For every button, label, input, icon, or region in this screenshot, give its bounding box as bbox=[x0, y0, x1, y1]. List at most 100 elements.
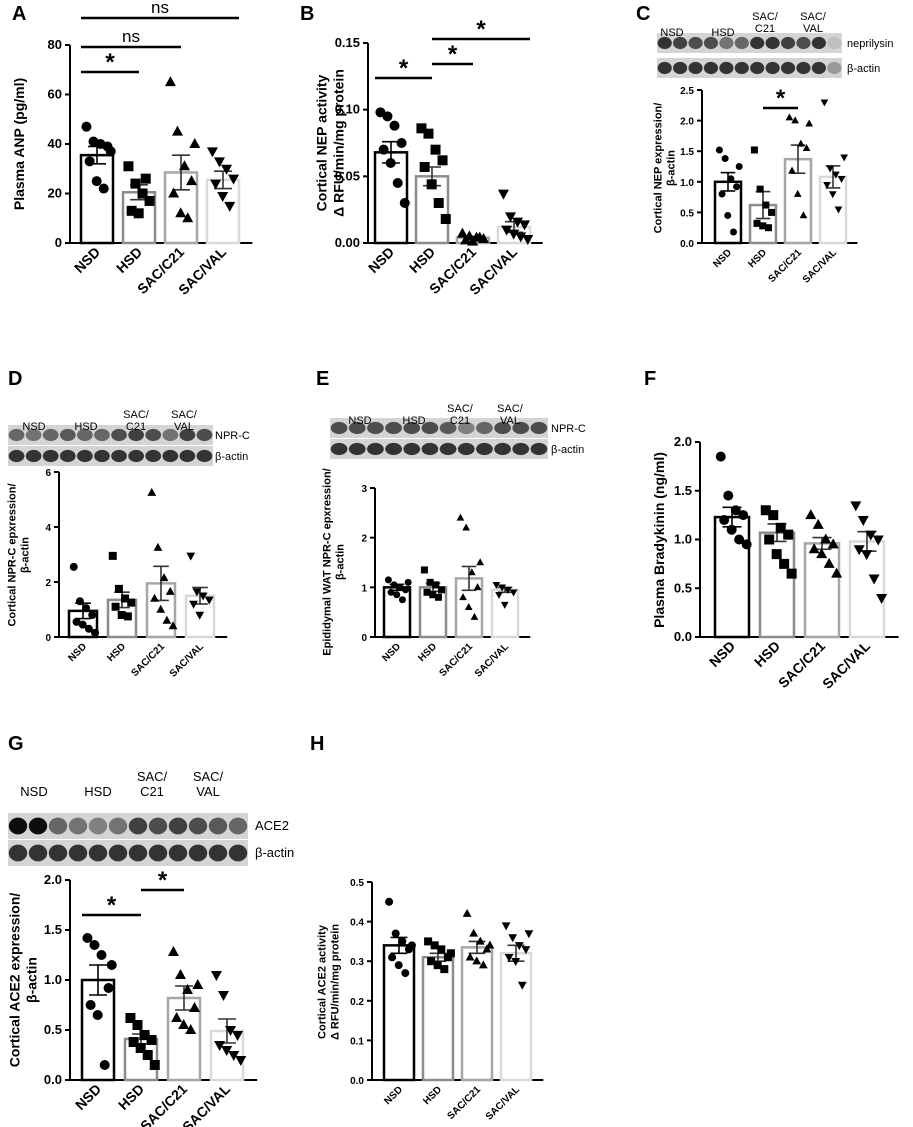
blot-header: C21 bbox=[140, 784, 164, 799]
blot-strip bbox=[657, 58, 842, 78]
data-point bbox=[802, 143, 811, 151]
significance-ns: ns bbox=[151, 0, 169, 17]
y-tick-label: 0.15 bbox=[335, 35, 360, 50]
data-point bbox=[812, 518, 824, 529]
blot-band bbox=[8, 844, 28, 862]
blot-header: NSD bbox=[22, 421, 45, 433]
data-point bbox=[723, 490, 734, 501]
data-point bbox=[733, 183, 741, 191]
data-point bbox=[175, 207, 187, 218]
blot-band bbox=[168, 844, 188, 862]
data-point bbox=[221, 1046, 233, 1056]
blot-strip bbox=[657, 33, 842, 53]
data-point bbox=[775, 522, 786, 533]
data-point bbox=[398, 596, 406, 604]
data-point bbox=[715, 451, 726, 462]
data-point bbox=[423, 128, 434, 139]
blot-band bbox=[108, 844, 128, 862]
data-point bbox=[768, 208, 776, 216]
data-point bbox=[121, 594, 130, 603]
y-tick-label: 0.5 bbox=[350, 878, 364, 889]
panel-letter-a: A bbox=[12, 3, 26, 25]
data-point bbox=[127, 598, 136, 607]
blot-label: ACE2 bbox=[255, 818, 289, 833]
y-axis-label: Cortical NEP expression/β-actin bbox=[653, 103, 678, 234]
data-point bbox=[805, 509, 817, 520]
y-tick-label: 2.0 bbox=[44, 872, 62, 887]
data-point bbox=[123, 161, 134, 172]
blot-header: NSD bbox=[660, 27, 683, 39]
data-point bbox=[519, 220, 531, 231]
data-point bbox=[392, 178, 403, 188]
data-point bbox=[485, 940, 495, 949]
data-point bbox=[501, 225, 513, 236]
data-point bbox=[741, 539, 752, 550]
blot-band bbox=[162, 449, 179, 463]
blot-strip bbox=[330, 439, 548, 459]
blot-label: NPR-C bbox=[551, 423, 586, 435]
significance-star: * bbox=[158, 867, 168, 894]
data-point bbox=[459, 593, 467, 601]
blot-band bbox=[145, 449, 162, 463]
data-point bbox=[853, 545, 865, 556]
data-point bbox=[440, 965, 449, 974]
blot-header: SAC/ bbox=[123, 409, 150, 421]
data-point bbox=[465, 952, 475, 961]
data-point bbox=[715, 146, 723, 154]
blot-band bbox=[367, 421, 384, 435]
blot-label: β-actin bbox=[255, 845, 294, 860]
data-point bbox=[130, 178, 141, 189]
data-point bbox=[224, 201, 236, 212]
y-tick-label: 0.0 bbox=[44, 1072, 62, 1087]
data-point bbox=[729, 228, 737, 236]
blot-band bbox=[48, 844, 68, 862]
x-tick-label: NSD bbox=[66, 641, 89, 664]
data-point bbox=[791, 116, 799, 124]
blot-band bbox=[796, 61, 811, 75]
x-tick-label: HSD bbox=[421, 1084, 444, 1107]
bar-sac-val bbox=[499, 952, 533, 1082]
x-tick-label: SAC/VAL bbox=[473, 641, 511, 679]
data-point bbox=[738, 510, 749, 521]
data-point bbox=[416, 123, 427, 134]
y-axis-label: Epididymal WAT NPR-C epxression/β-actin bbox=[322, 468, 347, 655]
blot-band bbox=[439, 442, 457, 456]
panel-letter-c: C bbox=[636, 3, 650, 25]
data-point bbox=[512, 217, 524, 228]
blot-band bbox=[796, 36, 811, 50]
blot-band bbox=[196, 428, 213, 442]
blot-band bbox=[657, 36, 672, 50]
blot-band bbox=[68, 817, 88, 835]
bar-hsd bbox=[421, 955, 455, 1082]
blot-band bbox=[42, 449, 59, 463]
y-axis-label-line: β-actin bbox=[666, 150, 678, 186]
significance-star: * bbox=[107, 892, 117, 919]
blot-band bbox=[827, 36, 842, 50]
y-axis-label-line: β-actin bbox=[24, 957, 40, 1003]
data-point bbox=[117, 611, 126, 619]
data-point bbox=[462, 908, 472, 917]
blot-band bbox=[421, 442, 439, 456]
data-point bbox=[214, 1041, 226, 1051]
blot-band bbox=[77, 449, 93, 463]
data-point bbox=[492, 582, 501, 590]
blot-band bbox=[657, 61, 672, 75]
blot-header: VAL bbox=[803, 23, 823, 35]
data-point bbox=[159, 573, 169, 582]
data-point bbox=[389, 120, 400, 131]
y-tick-label: 0.5 bbox=[44, 1022, 62, 1037]
y-axis-label: Plasma ANP (pg/ml) bbox=[11, 78, 27, 210]
y-tick-label: 0.10 bbox=[335, 102, 360, 117]
x-tick-label: HSD bbox=[115, 1081, 147, 1113]
blot-band bbox=[811, 36, 826, 50]
blot-header: VAL bbox=[174, 421, 194, 433]
blot-band bbox=[348, 421, 366, 435]
blot-band bbox=[734, 36, 749, 50]
data-point bbox=[89, 940, 100, 950]
data-point bbox=[210, 971, 222, 981]
data-point bbox=[831, 567, 843, 578]
data-point bbox=[820, 533, 832, 544]
x-tick-label: HSD bbox=[406, 244, 438, 276]
blot-band bbox=[780, 36, 796, 50]
